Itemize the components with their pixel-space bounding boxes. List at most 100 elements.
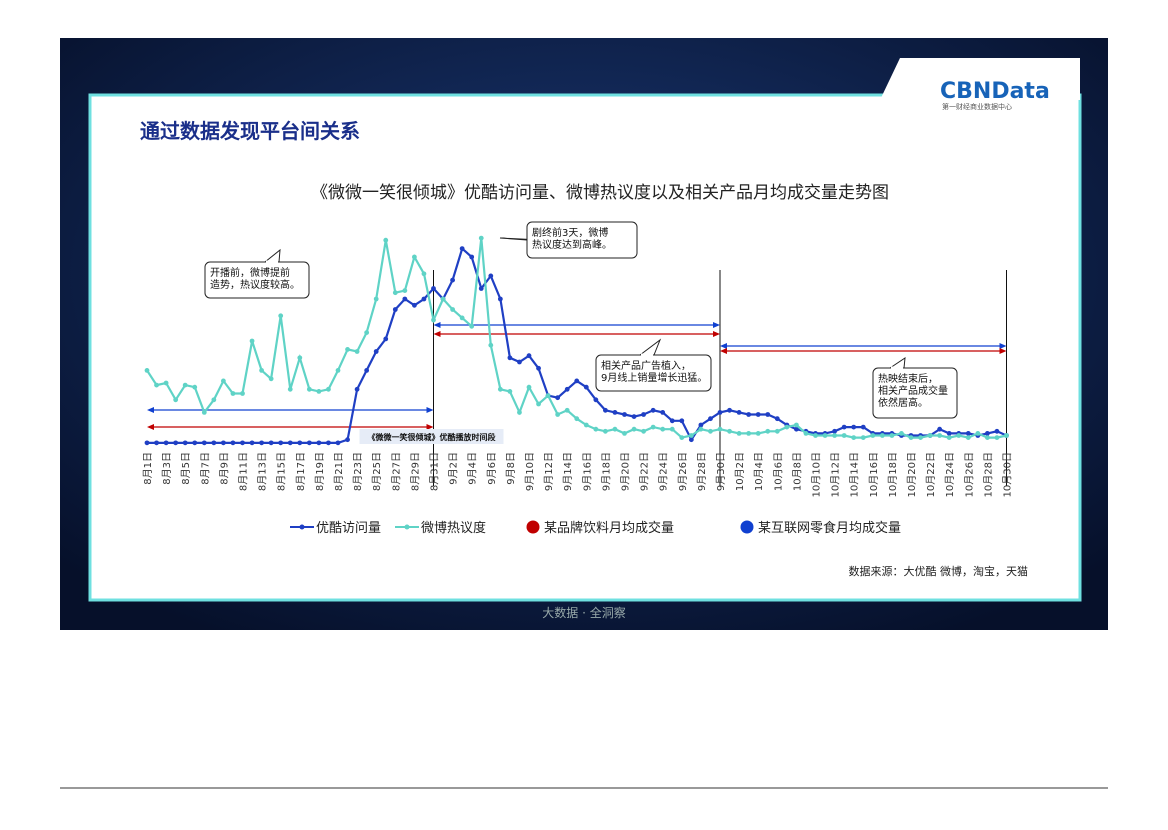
point [478, 286, 484, 291]
point [879, 433, 885, 438]
point [402, 296, 408, 302]
point [603, 407, 608, 413]
point [402, 288, 408, 293]
point [564, 407, 570, 413]
point [889, 433, 895, 438]
point [297, 440, 303, 446]
callout [204, 261, 310, 299]
point [154, 382, 159, 388]
point [736, 431, 742, 436]
point [669, 418, 675, 424]
x-tick-label: 8月25日 [371, 452, 383, 491]
point [345, 347, 350, 352]
point [259, 440, 264, 446]
x-tick-label: 8月7日 [199, 452, 211, 485]
point [192, 440, 198, 446]
point [908, 435, 914, 440]
point [937, 433, 943, 438]
point [641, 428, 646, 434]
point [144, 440, 150, 446]
x-tick-label: 8月19日 [314, 452, 326, 491]
point [459, 315, 465, 321]
point [163, 440, 169, 446]
point [507, 355, 513, 361]
point [583, 422, 589, 428]
x-tick-label: 8月3日 [161, 452, 173, 485]
x-tick-label: 10月2日 [734, 452, 746, 491]
point [249, 338, 255, 344]
point [373, 296, 379, 302]
callout-text: 热议度达到高峰。 [532, 238, 612, 251]
callout-tail [889, 356, 906, 369]
point [297, 355, 303, 361]
point [201, 440, 207, 446]
point [450, 307, 455, 312]
x-tick-label: 10月24日 [944, 452, 956, 497]
x-tick-label: 8月9日 [218, 452, 230, 485]
point [517, 410, 522, 415]
point [965, 431, 971, 436]
point [593, 397, 599, 403]
point [803, 431, 809, 436]
callout-tail [264, 248, 281, 263]
point [306, 386, 312, 392]
x-tick-label: 8月15日 [276, 452, 288, 491]
point [612, 426, 618, 432]
period-box [359, 429, 504, 444]
x-tick-label: 9月20日 [620, 452, 632, 491]
legend-dot [404, 524, 410, 530]
point [192, 384, 198, 390]
x-tick-label: 10月6日 [772, 452, 784, 491]
point [946, 435, 952, 440]
point [899, 431, 904, 436]
point [727, 407, 732, 413]
x-tick-label: 9月2日 [448, 452, 460, 485]
legend-dot [299, 524, 305, 530]
point [173, 440, 179, 446]
point [946, 431, 952, 436]
point [794, 426, 799, 432]
point [383, 336, 389, 342]
point [574, 416, 580, 422]
point [956, 433, 962, 438]
point [421, 296, 427, 302]
legend-marker [526, 520, 540, 534]
callout [595, 354, 712, 392]
legend-marker [740, 520, 754, 534]
point [345, 437, 350, 443]
point [450, 277, 455, 283]
point [240, 391, 245, 396]
point [221, 378, 226, 384]
x-tick-label: 10月8日 [791, 452, 803, 491]
point [268, 440, 274, 446]
point [918, 435, 923, 440]
point [240, 440, 245, 446]
point [373, 349, 379, 354]
point [985, 435, 990, 440]
point [574, 378, 580, 384]
callout-mask [528, 238, 540, 242]
x-tick-label: 8月17日 [295, 452, 307, 491]
x-tick-label: 9月24日 [658, 452, 670, 491]
point [603, 428, 608, 434]
point [306, 440, 312, 446]
point [860, 424, 866, 430]
point [631, 414, 637, 419]
point [431, 286, 436, 291]
point [517, 359, 522, 365]
x-tick-label: 10月30日 [1002, 452, 1014, 497]
point [813, 433, 818, 438]
point [927, 433, 933, 438]
point [249, 440, 255, 446]
x-tick-label: 8月1日 [142, 452, 154, 485]
point [650, 407, 656, 413]
point [354, 349, 360, 354]
point [163, 380, 169, 386]
point [469, 254, 475, 260]
point [564, 386, 570, 392]
point [622, 431, 627, 436]
callout-text: 相关产品广告植入， [601, 359, 691, 372]
x-tick-label: 9月6日 [486, 452, 498, 485]
point [593, 426, 599, 432]
